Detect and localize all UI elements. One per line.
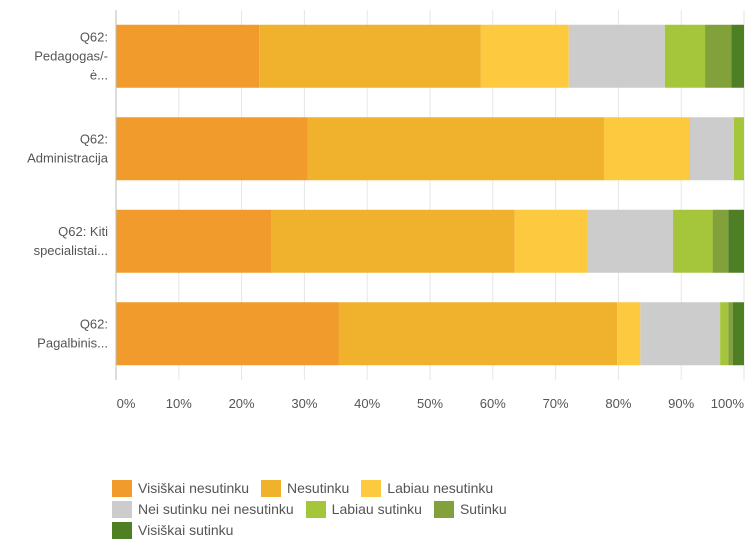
- legend-swatch: [261, 479, 282, 497]
- category-label-line: specialistai...: [34, 243, 108, 258]
- bar-segment: [664, 24, 706, 88]
- legend-label: Visiškai nesutinku: [138, 480, 250, 496]
- x-tick-label: 100%: [711, 396, 745, 411]
- bar-segment: [603, 117, 690, 181]
- bar-segment: [307, 117, 604, 181]
- category-label-line: Q62: Kiti: [58, 224, 108, 239]
- legend-item: Visiškai nesutinku: [112, 479, 250, 497]
- bar-segment: [116, 302, 339, 366]
- bar-segment: [733, 117, 744, 181]
- legend-label: Nei sutinku nei nesutinku: [138, 501, 294, 517]
- legend-label: Nesutinku: [287, 480, 350, 496]
- legend-swatch: [361, 479, 382, 497]
- category-label: Q62: Pagalbinis...: [37, 316, 108, 350]
- bars: [116, 24, 744, 366]
- category-label: Q62: Administracija: [27, 131, 109, 165]
- legend-swatch: [112, 521, 132, 539]
- category-label-line: Q62:: [80, 316, 108, 331]
- legend-swatch: [305, 500, 326, 518]
- bar-segment: [259, 24, 481, 88]
- bar-segment: [640, 302, 721, 366]
- bar-segment: [705, 24, 732, 88]
- x-tick-label: 50%: [417, 396, 443, 411]
- stacked-bar-chart: Q62: Pedagogas/-ė...Q62: AdministracijaQ62…: [27, 10, 745, 411]
- category-labels: Q62: Pedagogas/-ė...Q62: AdministracijaQ62…: [27, 29, 109, 350]
- bar-segment: [116, 117, 308, 181]
- legend-label: Sutinku: [459, 501, 507, 517]
- category-label-line: ė...: [90, 67, 108, 82]
- x-tick-label: 40%: [354, 396, 380, 411]
- bar-segment: [514, 209, 587, 273]
- legend-item: Labiau sutinku: [305, 500, 422, 518]
- legend-row: Visiškai sutinku: [112, 520, 732, 540]
- x-tick-labels: 0% 10% 20% 30% 40% 50% 60% 70% 80% 90% 100%: [117, 396, 745, 411]
- legend-row: Visiškai nesutinku Nesutinku Labiau nesuti…: [112, 478, 732, 498]
- bar-segment: [116, 24, 260, 88]
- bar-segment: [617, 302, 641, 366]
- bar-segment: [732, 302, 744, 366]
- bar-segment: [731, 24, 744, 88]
- category-label-line: Pagalbinis...: [37, 335, 108, 350]
- legend-item: Nesutinku: [261, 479, 350, 497]
- bar-segment: [728, 302, 733, 366]
- category-label-line: Administracija: [27, 150, 109, 165]
- bar-segment: [728, 209, 744, 273]
- category-label: Q62: Pedagogas/- ė...: [34, 29, 108, 82]
- legend-item: Sutinku: [433, 500, 507, 518]
- bar-segment: [116, 209, 272, 273]
- x-tick-label: 30%: [291, 396, 317, 411]
- bar-segment: [271, 209, 515, 273]
- bar-segment: [480, 24, 569, 88]
- x-tick-label: 60%: [480, 396, 506, 411]
- legend-swatch: [112, 479, 132, 497]
- category-label-line: Q62:: [80, 131, 108, 146]
- category-label: Q62: Kiti specialistai...: [34, 224, 109, 258]
- legend: Visiškai nesutinku Nesutinku Labiau nesuti…: [112, 478, 732, 541]
- x-tick-label: 0%: [117, 396, 136, 411]
- x-tick-label: 70%: [543, 396, 569, 411]
- x-tick-label: 80%: [605, 396, 631, 411]
- bar-segment: [338, 302, 618, 366]
- x-tick-label: 20%: [229, 396, 255, 411]
- legend-item: Nei sutinku nei nesutinku: [112, 500, 294, 518]
- legend-row: Nei sutinku nei nesutinku Labiau sutinku S…: [112, 499, 732, 519]
- legend-label: Labiau nesutinku: [387, 480, 494, 496]
- legend-item: Visiškai sutinku: [112, 521, 234, 539]
- x-tick-label: 10%: [166, 396, 192, 411]
- bar-segment: [712, 209, 729, 273]
- bar-segment: [689, 117, 734, 181]
- category-label-line: Pedagogas/-: [34, 48, 108, 63]
- bar-segment: [587, 209, 674, 273]
- x-tick-label: 90%: [668, 396, 694, 411]
- bar-segment: [673, 209, 713, 273]
- legend-item: Labiau nesutinku: [361, 479, 494, 497]
- legend-swatch: [112, 500, 132, 518]
- category-label-line: Q62:: [80, 29, 108, 44]
- legend-label: Labiau sutinku: [331, 501, 422, 517]
- bar-segment: [720, 302, 729, 366]
- legend-swatch: [433, 500, 454, 518]
- bar-segment: [568, 24, 665, 88]
- legend-label: Visiškai sutinku: [138, 522, 234, 538]
